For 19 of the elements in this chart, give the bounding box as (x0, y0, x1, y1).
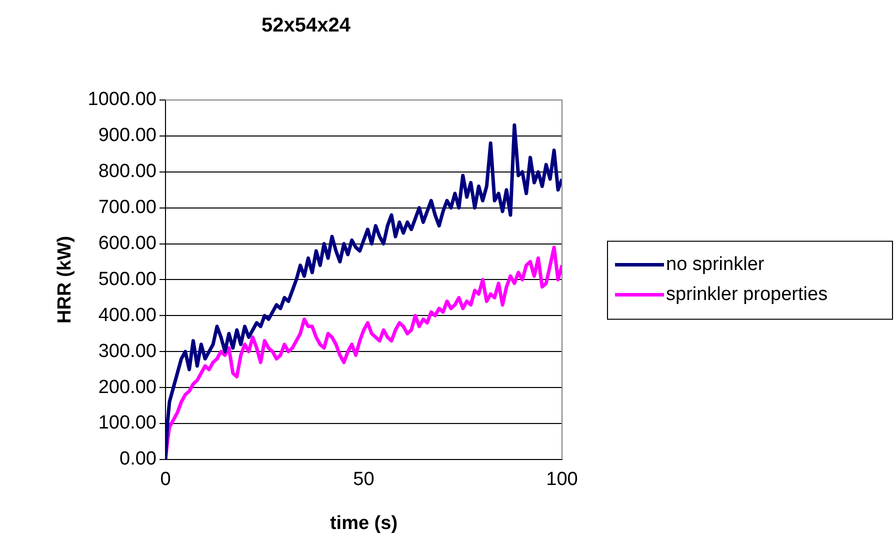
y-tick-label: 500.00 (98, 268, 156, 290)
y-tick-label: 0.00 (119, 448, 156, 470)
y-tick-label: 700.00 (98, 197, 156, 218)
y-tick-label: 1000.00 (88, 89, 156, 110)
y-axis-title: HRR (kW) (54, 236, 76, 324)
y-tick-label: 100.00 (98, 412, 156, 434)
y-tick-label: 300.00 (98, 340, 156, 362)
x-axis-title: time (s) (330, 512, 398, 534)
y-tick-label: 400.00 (98, 304, 156, 326)
chart-title: 52x54x24 (262, 14, 352, 37)
y-tick-label: 600.00 (98, 232, 156, 254)
y-tick-label: 900.00 (98, 125, 156, 146)
legend-label: no sprinkler (666, 254, 765, 275)
x-tick-label: 50 (353, 469, 374, 490)
y-tick-label: 200.00 (98, 376, 156, 398)
legend-label: sprinkler properties (666, 284, 828, 305)
y-tick-label: 800.00 (98, 161, 156, 182)
x-tick-label: 0 (160, 469, 171, 490)
x-tick-label: 100 (546, 469, 578, 490)
